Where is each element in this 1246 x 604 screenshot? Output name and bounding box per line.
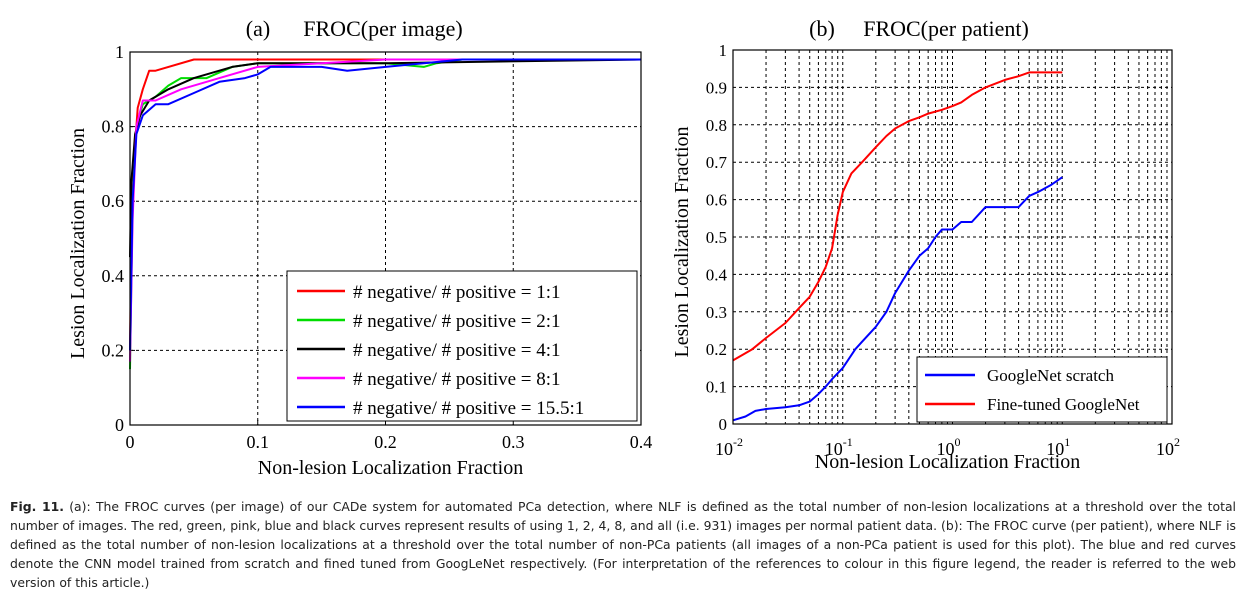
panel-b-ytick-label: 0.1 xyxy=(706,378,727,397)
panel-a-xtick-label: 0.2 xyxy=(374,432,397,452)
panel-a-ytick-label: 0.2 xyxy=(102,340,125,360)
panel-b-ytick-label: 0.5 xyxy=(706,228,727,247)
panel-b-ytick-label: 0.8 xyxy=(706,116,727,135)
panel-a-legend-entry: # negative/ # positive = 8:1 xyxy=(353,369,561,390)
panel-b-ytick-label: 0.6 xyxy=(706,191,727,210)
panel-b-xlabel: Non-lesion Localization Fraction xyxy=(815,451,1080,473)
panel-b-ylabel: Lesion Localization Fraction xyxy=(671,126,693,357)
panel-b-xtick-label: 10-2 xyxy=(715,435,743,459)
panel-a-ylabel: Lesion Localization Fraction xyxy=(67,128,89,359)
panel-a-xlabel: Non-lesion Localization Fraction xyxy=(258,457,523,479)
panel-a-label: (a) xyxy=(246,16,270,41)
froc-figure: (a) FROC(per image) 0 0.1 0.2 0.3 0.4 0 0.2 0.4 0.… xyxy=(67,16,1180,479)
caption-label: Fig. 11. xyxy=(10,499,64,514)
panel-b-label: (b) xyxy=(809,16,835,41)
panel-a-series-line xyxy=(129,58,641,351)
panel-a: (a) FROC(per image) 0 0.1 0.2 0.3 0.4 0 0.2 0.4 0.… xyxy=(67,16,652,479)
panel-b-title: FROC(per patient) xyxy=(863,16,1029,41)
panel-a-xtick-label: 0 xyxy=(126,432,135,452)
panel-b-ytick-label: 0.2 xyxy=(706,340,727,359)
panel-a-legend-box xyxy=(286,270,638,422)
panel-b-ytick-label: 0.3 xyxy=(706,303,727,322)
panel-b-ytick-label: 0 xyxy=(719,415,728,434)
panel-b-ytick-label: 0.4 xyxy=(706,265,728,284)
panel-a-xtick-label: 0.4 xyxy=(630,432,653,452)
caption-text: (a): The FROC curves (per image) of our … xyxy=(10,499,1236,590)
panel-a-ytick-label: 1 xyxy=(115,42,124,62)
figure-caption: Fig. 11. (a): The FROC curves (per image… xyxy=(10,497,1236,592)
panel-b-legend-entry: Fine-tuned GoogleNet xyxy=(987,395,1140,414)
panel-a-ytick-label: 0 xyxy=(115,415,124,435)
panel-b-ytick-label: 0.9 xyxy=(706,78,727,97)
panel-b-ytick-label: 0.7 xyxy=(706,153,728,172)
panel-a-legend: # negative/ # positive = 1:1 # negative/ … xyxy=(286,270,638,422)
panel-b-xtick-label: 102 xyxy=(1156,435,1180,459)
panel-b-xtick-label: 100 xyxy=(937,435,961,459)
panel-a-legend-entry: # negative/ # positive = 4:1 xyxy=(353,340,561,361)
panel-a-series-line xyxy=(129,58,642,258)
panel-b-xtick-label: 10-1 xyxy=(825,435,853,459)
panel-b-axes-frame xyxy=(732,49,1173,425)
panel-a-xtick-label: 0.3 xyxy=(502,432,525,452)
panel-a-legend-entry: # negative/ # positive = 2:1 xyxy=(353,311,561,332)
panel-a-axes-frame xyxy=(129,51,642,426)
panel-a-legend-entry: # negative/ # positive = 1:1 xyxy=(353,282,561,303)
panel-a-title: FROC(per image) xyxy=(303,16,462,41)
panel-b: (b) FROC(per patient) 0 0.1 0.2 0.3 0.4 0.5 0.6 0… xyxy=(671,16,1180,473)
panel-a-xtick-label: 0.1 xyxy=(247,432,270,452)
panel-b-series-line xyxy=(732,176,1063,422)
panel-a-ytick-label: 0.6 xyxy=(102,191,125,211)
panel-b-legend-entry: GoogleNet scratch xyxy=(987,366,1114,385)
panel-b-xtick-label: 101 xyxy=(1046,435,1070,459)
panel-b-legend: GoogleNet scratch Fine-tuned GoogleNet xyxy=(916,356,1168,423)
panel-b-series-line xyxy=(732,71,1063,362)
panel-b-legend-box xyxy=(916,356,1168,423)
panel-a-legend-entry: # negative/ # positive = 15.5:1 xyxy=(353,398,584,419)
panel-b-ytick-label: 1 xyxy=(719,41,728,60)
panel-a-ytick-label: 0.8 xyxy=(102,117,125,137)
panel-a-ytick-label: 0.4 xyxy=(102,266,125,286)
